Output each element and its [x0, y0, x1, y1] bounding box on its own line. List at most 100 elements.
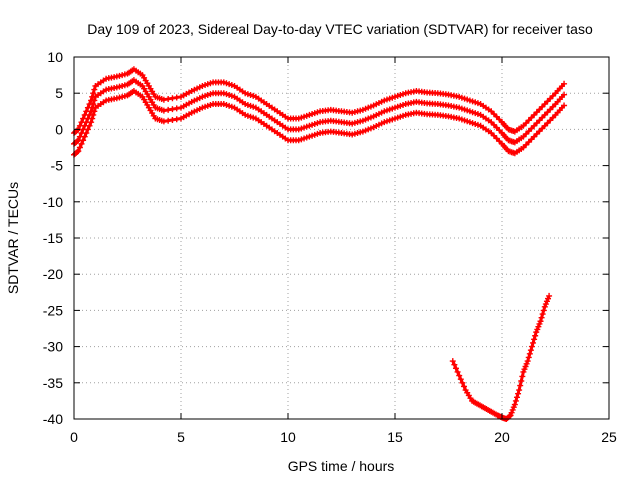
- data-point: [165, 106, 172, 113]
- data-point: [506, 413, 513, 420]
- data-point: [522, 363, 529, 370]
- data-point: [520, 368, 527, 375]
- series-dip: [449, 292, 553, 422]
- data-point: [517, 382, 524, 389]
- data-point: [461, 383, 468, 390]
- data-point: [160, 96, 167, 103]
- data-point: [173, 116, 180, 123]
- y-tick-label: -30: [43, 339, 63, 355]
- data-point: [543, 298, 550, 305]
- data-point: [535, 323, 542, 330]
- data-point: [456, 372, 463, 379]
- data-point: [90, 111, 97, 118]
- data-point: [538, 314, 545, 321]
- data-point: [561, 80, 568, 87]
- y-tick-label: -10: [43, 194, 63, 210]
- data-point: [173, 105, 180, 112]
- data-point: [521, 366, 528, 373]
- data-point: [515, 390, 522, 397]
- data-point: [74, 127, 81, 134]
- x-tick-label: 5: [177, 429, 185, 445]
- data-point: [545, 295, 552, 302]
- data-point: [513, 394, 520, 401]
- data-point: [530, 339, 537, 346]
- data-point: [91, 108, 98, 115]
- data-point: [518, 377, 525, 384]
- data-point: [80, 137, 87, 144]
- data-point: [508, 409, 515, 416]
- data-point: [524, 358, 531, 365]
- data-point: [457, 376, 464, 383]
- data-point: [561, 102, 568, 109]
- data-point: [526, 350, 533, 357]
- data-point: [160, 107, 167, 114]
- y-tick-label: -40: [43, 411, 63, 427]
- data-point: [160, 118, 167, 125]
- data-point: [536, 320, 543, 327]
- data-point: [534, 326, 541, 333]
- y-tick-label: 0: [55, 121, 63, 137]
- x-axis-label: GPS time / hours: [288, 458, 395, 474]
- data-point: [169, 106, 176, 113]
- data-point: [89, 115, 96, 122]
- data-point: [561, 91, 568, 98]
- data-point: [542, 301, 549, 308]
- data-point: [90, 90, 97, 97]
- data-point: [537, 318, 544, 325]
- y-tick-label: 5: [55, 85, 63, 101]
- y-tick-label: -5: [51, 158, 64, 174]
- y-axis: -40 -35 -30 -25 -20 -15 -10 -5 0 5 10: [43, 49, 609, 427]
- data-point: [88, 119, 95, 126]
- data-point: [81, 133, 88, 140]
- series-main: [71, 66, 568, 158]
- data-point: [531, 336, 538, 343]
- data-point: [165, 95, 172, 102]
- y-tick-label: -15: [43, 230, 63, 246]
- data-point: [86, 122, 93, 129]
- y-tick-label: -35: [43, 375, 63, 391]
- data-point: [90, 101, 97, 108]
- data-point: [78, 140, 85, 147]
- data-point: [454, 368, 461, 375]
- x-tick-label: 0: [70, 429, 78, 445]
- data-point: [516, 387, 523, 394]
- data-point: [523, 360, 530, 367]
- data-point: [507, 412, 514, 419]
- y-tick-label: 10: [47, 49, 63, 65]
- data-point: [75, 148, 82, 155]
- data-point: [541, 303, 548, 310]
- y-tick-label: -25: [43, 302, 63, 318]
- data-point: [546, 292, 553, 299]
- data-point: [539, 311, 546, 318]
- data-point: [510, 404, 517, 411]
- data-point: [83, 130, 90, 137]
- data-point: [511, 401, 518, 408]
- x-tick-label: 25: [601, 429, 617, 445]
- data-point: [74, 149, 81, 156]
- data-point: [169, 116, 176, 123]
- data-point: [74, 138, 81, 145]
- data-point: [528, 343, 535, 350]
- series-dip-trace: [451, 295, 551, 421]
- data-point: [512, 397, 519, 404]
- x-tick-label: 15: [387, 429, 403, 445]
- data-point: [169, 95, 176, 102]
- data-point: [91, 97, 98, 104]
- data-point: [84, 126, 91, 133]
- data-point: [459, 379, 466, 386]
- data-point: [532, 332, 539, 339]
- x-tick-label: 20: [494, 429, 510, 445]
- data-point: [527, 347, 534, 354]
- x-axis: 0 5 10 15 20 25: [70, 57, 617, 445]
- data-point: [451, 361, 458, 368]
- data-point: [165, 117, 172, 124]
- data-point: [509, 406, 516, 413]
- data-point: [533, 329, 540, 336]
- y-tick-label: -20: [43, 266, 63, 282]
- data-point: [173, 94, 180, 101]
- data-point: [76, 144, 83, 151]
- data-point: [525, 354, 532, 361]
- x-tick-label: 10: [280, 429, 296, 445]
- data-point: [452, 365, 459, 372]
